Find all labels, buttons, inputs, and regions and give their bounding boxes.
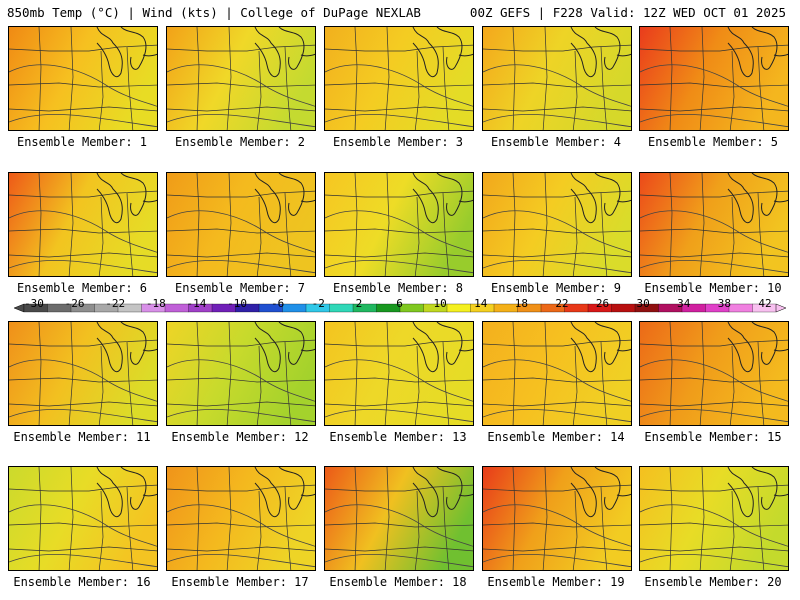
colorbar-segment <box>446 303 471 313</box>
colorbar-segment <box>728 303 753 313</box>
temperature-map <box>640 27 788 130</box>
ensemble-member-label: Ensemble Member: 9 <box>490 281 622 295</box>
colorbar-segment <box>282 303 307 313</box>
colorbar-segment <box>329 303 354 313</box>
colorbar-tick-label: 14 <box>474 297 488 310</box>
colorbar-tick-label: 6 <box>396 297 403 310</box>
colorbar-tick-label: -14 <box>186 297 207 310</box>
colorbar-tick-label: -10 <box>227 297 247 310</box>
ensemble-member-label: Ensemble Member: 3 <box>332 135 464 149</box>
ensemble-member-label: Ensemble Member: 15 <box>644 430 782 444</box>
ensemble-member-label: Ensemble Member: 17 <box>171 575 309 589</box>
colorbar-tick-label: 10 <box>433 297 447 310</box>
ensemble-map-panel <box>482 466 632 571</box>
ensemble-member-label: Ensemble Member: 7 <box>174 281 306 295</box>
ensemble-map-panel <box>324 321 474 426</box>
ensemble-member-label: Ensemble Member: 6 <box>16 281 148 295</box>
ensemble-map-panel <box>639 26 789 131</box>
ensemble-member-label: Ensemble Member: 16 <box>13 575 151 589</box>
temperature-map <box>9 173 157 276</box>
ensemble-map-panel <box>8 321 158 426</box>
colorbar-segment <box>164 303 189 313</box>
colorbar-segment <box>399 303 424 313</box>
colorbar-tick-label: 26 <box>595 297 610 310</box>
header-title-right: 00Z GEFS | F228 Valid: 12Z WED OCT 01 20… <box>469 5 786 20</box>
temperature-map <box>325 27 473 130</box>
ensemble-map-panel <box>482 26 632 131</box>
ensemble-map-panel <box>166 466 316 571</box>
colorbar-segment <box>611 303 636 313</box>
ensemble-map-panel <box>482 321 632 426</box>
ensemble-member-label: Ensemble Member: 19 <box>487 575 625 589</box>
ensemble-member-label: Ensemble Member: 4 <box>490 135 622 149</box>
colorbar-tick-label: 22 <box>555 297 569 310</box>
ensemble-member-label: Ensemble Member: 5 <box>647 135 779 149</box>
temperature-map <box>167 27 315 130</box>
ensemble-map-panel <box>639 321 789 426</box>
ensemble-map-panel <box>324 26 474 131</box>
ensemble-map-panel <box>166 321 316 426</box>
ensemble-member-label: Ensemble Member: 13 <box>329 430 467 444</box>
colorbar-tick-label: 34 <box>677 297 691 310</box>
temperature-map <box>325 322 473 425</box>
temperature-map <box>167 322 315 425</box>
ensemble-map-panel <box>324 172 474 277</box>
ensemble-member-label: Ensemble Member: 11 <box>13 430 151 444</box>
temperature-map <box>483 27 631 130</box>
ensemble-member-label: Ensemble Member: 8 <box>332 281 464 295</box>
ensemble-member-label: Ensemble Member: 12 <box>171 430 309 444</box>
temperature-map <box>167 173 315 276</box>
ensemble-map-panel <box>324 466 474 571</box>
temperature-map <box>483 322 631 425</box>
colorbar-tick-label: 38 <box>717 297 731 310</box>
temperature-map <box>9 27 157 130</box>
temperature-map <box>325 467 473 570</box>
temperature-map <box>640 173 788 276</box>
colorbar-tick-label: -22 <box>105 297 126 310</box>
ensemble-map-panel <box>166 172 316 277</box>
colorbar-tick-label: -18 <box>145 297 166 310</box>
temperature-map <box>640 467 788 570</box>
temperature-map <box>483 467 631 570</box>
temperature-map <box>167 467 315 570</box>
header-title-left: 850mb Temp (°C) | Wind (kts) | College o… <box>7 5 421 20</box>
ensemble-map-panel <box>639 172 789 277</box>
temperature-map <box>9 467 157 570</box>
temperature-map <box>483 173 631 276</box>
colorbar-tick-label: 30 <box>636 297 650 310</box>
temperature-map <box>9 322 157 425</box>
colorbar-tick-label: 42 <box>758 297 772 310</box>
temperature-map <box>640 322 788 425</box>
colorbar-left-arrow <box>14 303 25 313</box>
ensemble-map-panel <box>482 172 632 277</box>
colorbar-tick-label: -26 <box>64 297 85 310</box>
ensemble-member-label: Ensemble Member: 14 <box>487 430 625 444</box>
colorbar-tick-label: -2 <box>311 297 325 310</box>
ensemble-member-label: Ensemble Member: 18 <box>329 575 467 589</box>
ensemble-map-panel <box>166 26 316 131</box>
colorbar-tick-label: -30 <box>24 297 44 310</box>
ensemble-member-label: Ensemble Member: 2 <box>174 135 306 149</box>
ensemble-map-panel <box>8 466 158 571</box>
ensemble-member-label: Ensemble Member: 10 <box>644 281 782 295</box>
colorbar-tick-label: 18 <box>514 297 528 310</box>
colorbar-tick-label: 2 <box>355 297 363 310</box>
ensemble-map-panel <box>8 172 158 277</box>
colorbar-right-arrow <box>775 303 786 313</box>
ensemble-member-label: Ensemble Member: 20 <box>644 575 782 589</box>
ensemble-map-panel <box>639 466 789 571</box>
colorbar-tick-label: -6 <box>271 297 285 310</box>
temperature-colorbar <box>14 303 786 313</box>
temperature-map <box>325 173 473 276</box>
ensemble-map-panel <box>8 26 158 131</box>
ensemble-member-label: Ensemble Member: 1 <box>16 135 148 149</box>
